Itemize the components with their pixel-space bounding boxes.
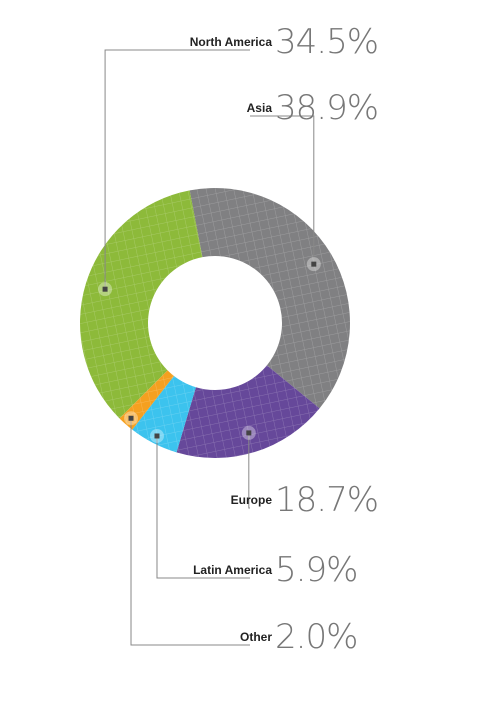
value-label: 34.5% [275, 22, 378, 62]
marker-dot [311, 261, 317, 267]
category-label: Asia [247, 101, 273, 115]
slice-group [119, 370, 174, 430]
value-label: 18.7% [275, 480, 378, 520]
marker-dot [154, 433, 160, 439]
slice-texture [80, 190, 203, 419]
category-label: Latin America [193, 563, 272, 577]
slice-group [80, 190, 203, 419]
slice-texture [189, 188, 350, 409]
slice-group [132, 375, 196, 453]
donut [80, 188, 350, 458]
slice-group [189, 188, 350, 409]
slice-group [176, 365, 320, 458]
marker-dot [246, 430, 252, 436]
leader-line [250, 115, 315, 265]
slice-texture [119, 370, 174, 430]
category-label: Other [240, 630, 272, 644]
value-label: 38.9% [275, 88, 378, 128]
category-label: North America [190, 35, 273, 49]
labels: North America 34.5% Asia 38.9% Europe 18.7% La… [98, 22, 379, 657]
slice-texture [176, 365, 320, 458]
leader-line [130, 418, 250, 646]
leader-line [248, 432, 250, 509]
value-label: 5.9% [275, 550, 357, 590]
category-label: Europe [231, 493, 273, 507]
leader-line [156, 435, 250, 579]
slice-texture [132, 375, 196, 453]
leader-line [104, 49, 250, 290]
value-label: 2.0% [275, 617, 357, 657]
marker-dot [128, 415, 134, 421]
marker-dot [102, 286, 108, 292]
